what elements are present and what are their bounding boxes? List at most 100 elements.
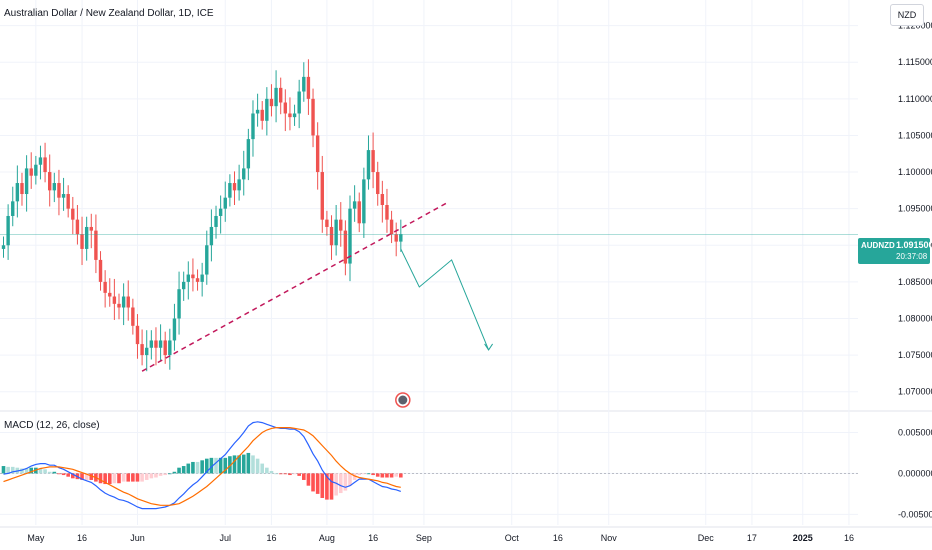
candle-body (43, 157, 47, 173)
macd-histogram-bar (255, 458, 260, 474)
candle-body (288, 113, 292, 118)
candle-body (357, 201, 361, 224)
candle-body (237, 179, 241, 191)
trendline-layer (0, 202, 858, 372)
candle-body (274, 87, 278, 107)
macd-line (3, 421, 401, 510)
macd-histogram-bar (334, 473, 338, 496)
candle-body (112, 296, 117, 304)
candle-body (251, 113, 255, 140)
candle-body (38, 157, 43, 165)
time-tick-label: 17 (747, 533, 757, 543)
candle-body (181, 281, 186, 290)
macd-histogram-bar (103, 473, 107, 485)
macd-histogram-bar (84, 473, 89, 480)
extras (395, 392, 411, 408)
macd-histogram-bar (218, 457, 223, 474)
candle-body (80, 234, 84, 249)
candle-body (75, 219, 80, 235)
macd-histogram-bar (348, 473, 352, 486)
macd-histogram-bar (163, 473, 167, 476)
macd-histogram-bar (352, 473, 357, 480)
candle-body (339, 219, 343, 231)
macd-histogram-bar (1, 466, 6, 474)
candle-body (24, 168, 29, 195)
candle-body (6, 215, 10, 246)
macd-histogram-bar (338, 473, 343, 494)
macd-histogram-bar (98, 473, 103, 484)
candle-body (394, 234, 398, 242)
price-tick-label: 1.105000 (898, 130, 932, 140)
candle-body (186, 274, 190, 282)
price-tick-label: 1.075000 (898, 350, 932, 360)
currency-selector[interactable]: NZD (890, 4, 924, 26)
candle-body (66, 194, 70, 209)
macd-histogram-bar (140, 473, 144, 482)
price-tick-label: 1.110000 (898, 94, 932, 104)
macd-histogram-bar (131, 473, 135, 482)
macd-tick-label: 0.000000 (898, 468, 932, 478)
macd-histogram-bar (195, 461, 200, 474)
candle-body (389, 219, 394, 235)
grid (0, 0, 932, 528)
support-trendline (141, 202, 448, 372)
event-marker-dot (398, 395, 408, 405)
candle-body (315, 135, 320, 173)
macd-histogram-bar (204, 458, 209, 474)
macd-histogram-bar (274, 473, 278, 475)
candle-body (242, 168, 246, 180)
candle-body (48, 172, 52, 191)
candle-body (325, 219, 329, 227)
candle-body (376, 172, 380, 195)
time-tick-label: 16 (77, 533, 87, 543)
macd-histogram-bar (149, 473, 154, 479)
macd-histogram-bar (158, 473, 163, 476)
macd-histogram-bar (237, 455, 241, 474)
macd-histogram-bar (47, 471, 52, 474)
candle-body (352, 201, 357, 209)
macd-histogram-bar (366, 473, 371, 475)
macd-histogram-bar (112, 473, 117, 484)
macd-histogram-bar (265, 467, 269, 474)
candle-body (348, 208, 352, 264)
candle-body (117, 303, 121, 308)
macd-histogram-bar (269, 470, 274, 474)
macd-histogram-bar (144, 473, 149, 480)
price-tick-label: 1.085000 (898, 277, 932, 287)
candle-body (302, 76, 306, 92)
candle-body (140, 344, 144, 356)
candle-body (306, 76, 311, 99)
candle-body (29, 168, 33, 176)
time-tick-label: 16 (368, 533, 378, 543)
macd-histogram-bar (223, 457, 228, 474)
candle-body (334, 219, 338, 246)
candles (1, 59, 403, 372)
candle-body (149, 340, 154, 348)
candle-body (94, 230, 98, 260)
macd-histogram-bar (283, 473, 288, 475)
macd-histogram-bar (186, 463, 191, 474)
candle-body (232, 183, 237, 191)
candle-body (154, 340, 158, 348)
candle-body (260, 109, 264, 121)
macd-histogram-bar (191, 461, 195, 474)
candle-body (177, 289, 181, 319)
macd-histogram-bar (246, 452, 251, 474)
candle-body (292, 113, 297, 118)
candle-body (343, 230, 348, 264)
candle-body (168, 340, 172, 356)
candle-body (135, 325, 140, 345)
macd-histogram-bar (71, 473, 75, 479)
time-tick-label: Nov (601, 533, 618, 543)
macd-histogram-bar (209, 457, 214, 474)
macd-histogram-bar (297, 473, 301, 476)
candle-body (246, 139, 251, 169)
candle-body (163, 340, 167, 356)
macd-histogram-bar (57, 473, 61, 475)
macd-histogram-bar (172, 471, 177, 474)
candle-body (399, 234, 403, 242)
candle-body (265, 98, 269, 121)
macd-histogram-bar (292, 473, 297, 475)
candle-body (1, 245, 6, 249)
